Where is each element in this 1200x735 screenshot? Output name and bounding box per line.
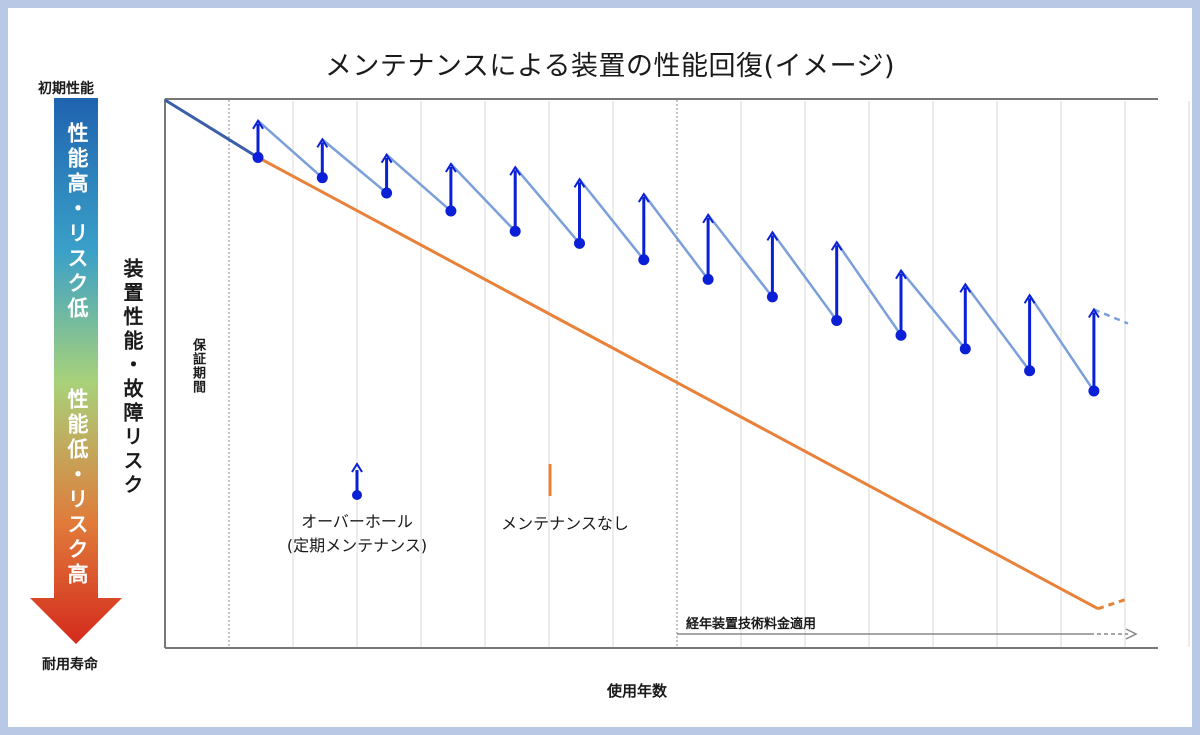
overhaul-arrow-head [380, 152, 393, 164]
overhaul-point [445, 205, 457, 217]
series-group [164, 98, 1129, 611]
warranty-period-label: 保証期間 [190, 338, 205, 394]
overhaul-point [959, 343, 971, 355]
overhaul-segment [257, 119, 324, 179]
overhaul-point [638, 254, 650, 266]
page-title: メンテナンスによる装置の性能回復(イメージ) [324, 51, 896, 82]
x-axis-label: 使用年数 [607, 682, 668, 700]
y-axis-label: 装置性能・故障リスク [120, 258, 144, 498]
performance-scale-arrow [30, 98, 122, 644]
overhaul-segment [449, 163, 517, 233]
overhaul-arrow-head [637, 192, 650, 203]
overhaul-arrow-head [316, 137, 329, 148]
legend-overhaul-arrow-head [351, 462, 363, 473]
legend-overhaul-line1: オーバーホール [301, 512, 413, 531]
overhaul-point [766, 291, 778, 303]
grid-lines [292, 101, 1190, 647]
low-performance-text: 性能低・リスク高 [65, 388, 89, 588]
overhaul-segment [835, 241, 903, 336]
overhaul-arrow-head [252, 118, 264, 130]
overhaul-segment [514, 166, 581, 245]
service-life-label: 耐用寿命 [42, 657, 98, 673]
overhaul-point [895, 329, 907, 341]
overhaul-segment [385, 153, 452, 212]
legend-overhaul-dot [352, 490, 362, 500]
overhaul-point [574, 237, 585, 249]
legend-overhaul: オーバーホール (定期メンテナンス) [280, 510, 434, 558]
no-maintenance-line-extension [1097, 597, 1129, 611]
overhaul-point [381, 187, 393, 199]
overhaul-segment [900, 269, 967, 350]
overhaul-segment [707, 214, 774, 298]
aged-fee-arrow-head [1125, 628, 1138, 640]
initial-decline-line [164, 98, 259, 159]
overhaul-arrow-head [445, 162, 457, 173]
legend-no-maintenance: メンテナンスなし [501, 514, 629, 533]
overhaul-segment [1028, 294, 1095, 392]
overhaul-point [316, 172, 328, 184]
overhaul-point [252, 151, 264, 163]
initial-performance-label: 初期性能 [38, 81, 94, 97]
overhaul-point [702, 273, 714, 285]
overhaul-segment [642, 193, 710, 281]
overhaul-point [1088, 385, 1100, 397]
aged-fee-label: 経年装置技術料金適用 [686, 617, 817, 632]
overhaul-segment [771, 231, 838, 322]
overhaul-arrow-head [895, 268, 907, 280]
overhaul-arrow-head [1023, 293, 1036, 304]
overhaul-point [509, 225, 521, 237]
overhaul-arrow-head [1088, 307, 1100, 319]
overhaul-segment [964, 283, 1031, 372]
high-performance-text: 性能高・リスク低 [65, 122, 89, 322]
overhaul-segment [578, 178, 645, 261]
overhaul-arrow-head [830, 240, 843, 251]
overhaul-arrow-head [509, 165, 522, 176]
no-maintenance-line [257, 156, 1099, 611]
overhaul-arrow-head [573, 177, 586, 188]
legend-overhaul-line2: (定期メンテナンス) [286, 536, 428, 555]
overhaul-point [831, 314, 843, 326]
overhaul-arrow-head [959, 282, 972, 293]
overhaul-segment [321, 138, 388, 194]
overhaul-point [1024, 365, 1036, 377]
legend-overhaul-marker-group [351, 462, 363, 500]
overhaul-arrow-head [702, 212, 714, 224]
overhaul-arrow-head [766, 230, 779, 241]
